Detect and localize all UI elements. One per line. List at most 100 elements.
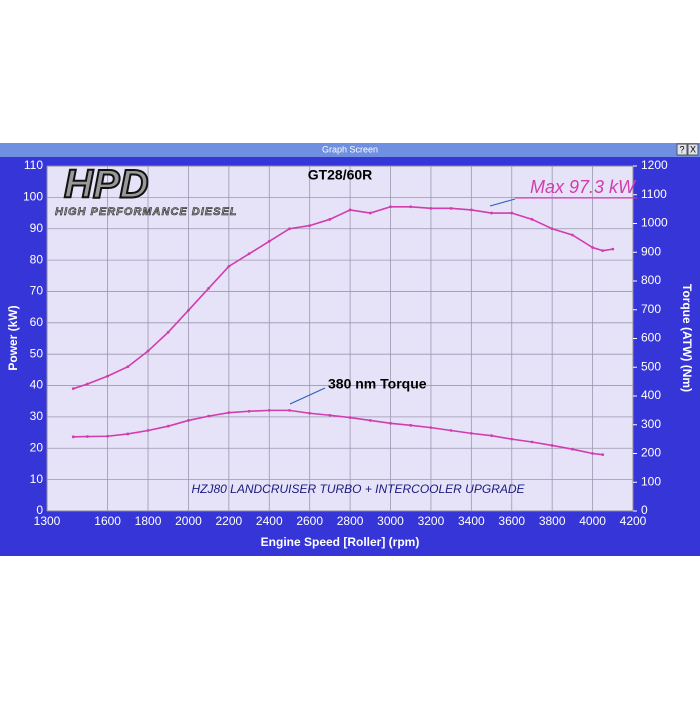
y-tick-label: 40 — [30, 378, 44, 392]
y2-tick-label: 600 — [641, 331, 661, 345]
annotation: HZJ80 LANDCRUISER TURBO + INTERCOOLER UP… — [191, 482, 525, 496]
data-point — [550, 227, 554, 231]
logo-subtitle: HIGH PERFORMANCE DIESEL — [55, 206, 238, 218]
data-point — [550, 444, 554, 447]
data-point — [207, 414, 211, 418]
data-point — [429, 206, 433, 210]
help-button[interactable] — [676, 143, 688, 156]
close-button[interactable] — [687, 143, 699, 156]
y-tick-label: 80 — [30, 252, 44, 266]
x-tick-label: 2200 — [216, 514, 243, 528]
series-line — [73, 409, 603, 456]
y-tick-label: 20 — [30, 440, 44, 454]
data-point — [530, 440, 534, 444]
data-point — [469, 208, 473, 212]
data-point — [510, 437, 514, 441]
data-point — [409, 205, 413, 209]
y2-tick-label: 200 — [641, 446, 661, 460]
data-point — [591, 452, 594, 455]
y2-tick-label: 100 — [641, 474, 661, 488]
data-point — [187, 308, 190, 312]
chart-title: GT28/60R — [308, 167, 373, 183]
y2-tick-label: 1200 — [641, 158, 668, 172]
y-tick-label: 50 — [30, 346, 44, 360]
y2-tick-label: 800 — [641, 273, 661, 287]
data-point — [601, 249, 605, 253]
annotation-arrow — [289, 387, 326, 405]
data-point — [389, 205, 392, 209]
data-point — [146, 349, 150, 353]
data-point — [469, 431, 473, 435]
y-tick-label: 30 — [30, 409, 44, 423]
data-point — [348, 208, 352, 212]
y2-tick-label: 500 — [641, 359, 661, 373]
y2-tick-label: 0 — [641, 503, 648, 517]
y-axis-label: Power (kW) — [6, 305, 20, 370]
data-point — [106, 434, 110, 438]
data-point — [71, 387, 75, 391]
data-point — [591, 246, 594, 249]
y2-tick-label: 400 — [641, 388, 661, 402]
y-tick-label: 100 — [23, 190, 43, 204]
data-point — [146, 429, 150, 432]
data-point — [267, 408, 271, 412]
data-point — [389, 421, 392, 425]
y2-tick-label: 900 — [641, 244, 661, 258]
data-point — [368, 211, 372, 215]
data-point — [187, 419, 190, 422]
annotation: 380 nm Torque — [328, 376, 427, 392]
data-point — [71, 435, 75, 439]
y-tick-label: 0 — [36, 503, 43, 517]
x-tick-label: 2800 — [337, 514, 364, 528]
data-point — [611, 247, 615, 251]
x-tick-label: 3200 — [418, 514, 445, 528]
x-axis-label: Engine Speed [Roller] (rpm) — [261, 535, 420, 549]
data-point — [368, 419, 372, 422]
data-point — [288, 408, 291, 412]
data-point — [308, 411, 312, 415]
x-tick-label: 1800 — [135, 514, 162, 528]
logo: HPD — [64, 163, 148, 207]
data-point — [166, 424, 170, 428]
x-tick-label: 2000 — [175, 514, 202, 528]
data-point — [247, 252, 251, 256]
x-tick-label: 2600 — [296, 514, 323, 528]
data-point — [328, 217, 332, 221]
data-point — [449, 429, 453, 432]
y-tick-label: 90 — [30, 221, 44, 235]
y2-tick-label: 300 — [641, 417, 661, 431]
data-point — [449, 206, 453, 210]
y-tick-label: 60 — [30, 315, 44, 329]
data-point — [247, 409, 251, 413]
x-tick-label: 3600 — [498, 514, 525, 528]
data-point — [570, 233, 574, 237]
x-tick-label: 2400 — [256, 514, 283, 528]
x-tick-label: 3000 — [377, 514, 404, 528]
y-tick-label: 10 — [30, 472, 44, 486]
y-tick-label: 110 — [24, 158, 43, 172]
data-point — [126, 365, 130, 369]
x-tick-label: 3800 — [539, 514, 566, 528]
y2-tick-label: 1100 — [641, 187, 667, 201]
data-point — [510, 211, 514, 215]
x-tick-label: 4000 — [579, 514, 606, 528]
annotation-arrow — [489, 198, 516, 207]
window-title: Graph Screen — [322, 144, 378, 154]
data-point — [308, 224, 312, 227]
data-point — [126, 432, 130, 436]
data-point — [288, 227, 291, 231]
data-point — [328, 413, 332, 417]
data-point — [570, 447, 574, 451]
x-tick-label: 3400 — [458, 514, 485, 528]
data-point — [530, 217, 534, 221]
data-point — [409, 423, 413, 427]
y-tick-label: 70 — [30, 284, 44, 298]
data-point — [429, 426, 433, 430]
x-tick-label: 1600 — [94, 514, 121, 528]
data-point — [86, 435, 89, 438]
x-tick-label: 4200 — [620, 514, 647, 528]
x-tick-label: 1300 — [34, 514, 61, 528]
y2-tick-label: 1000 — [641, 216, 668, 230]
